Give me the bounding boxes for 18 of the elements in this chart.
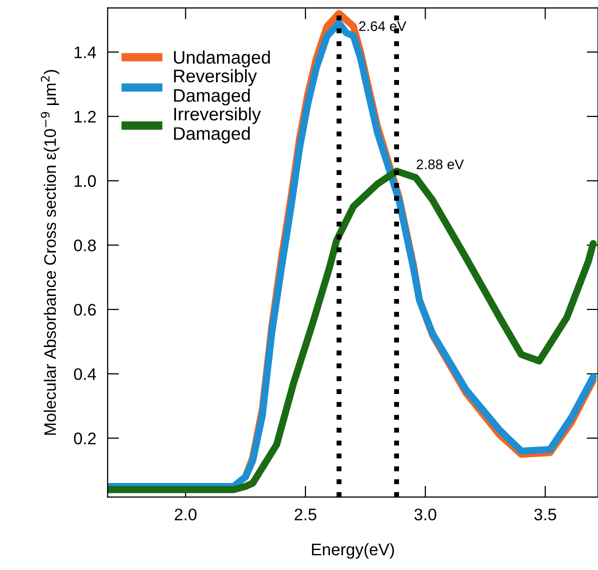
y-tick-label: 1.0 (74, 175, 96, 187)
y-axis-title: Molecular Absorbance Cross section ε(10$^{−9}$ μm$^{2}$) (40, 70, 60, 435)
x-tick-label: 2.5 (294, 508, 316, 520)
x-tick-label: 3.5 (534, 508, 556, 520)
ref-line-label: 2.88 eV (416, 159, 464, 170)
legend-label: Reversibly Damaged (174, 69, 257, 106)
x-tick-label: 3.0 (414, 508, 436, 520)
ref-line-label: 2.64 eV (359, 21, 406, 32)
y-tick-label: 1.2 (74, 110, 96, 122)
y-tick-label: 1.4 (74, 46, 96, 58)
y-tick-label: 0.8 (74, 240, 96, 252)
x-tick-label: 2.0 (174, 508, 197, 520)
legend-label: Irreversibly Damaged (174, 107, 261, 144)
y-tick-label: 0.6 (74, 304, 96, 316)
y-tick-label: 0.4 (74, 368, 96, 380)
y-tick-label: 0.2 (74, 432, 96, 444)
x-axis-title: Energy(eV) (312, 543, 394, 559)
legend-label: Undamaged (174, 50, 270, 68)
